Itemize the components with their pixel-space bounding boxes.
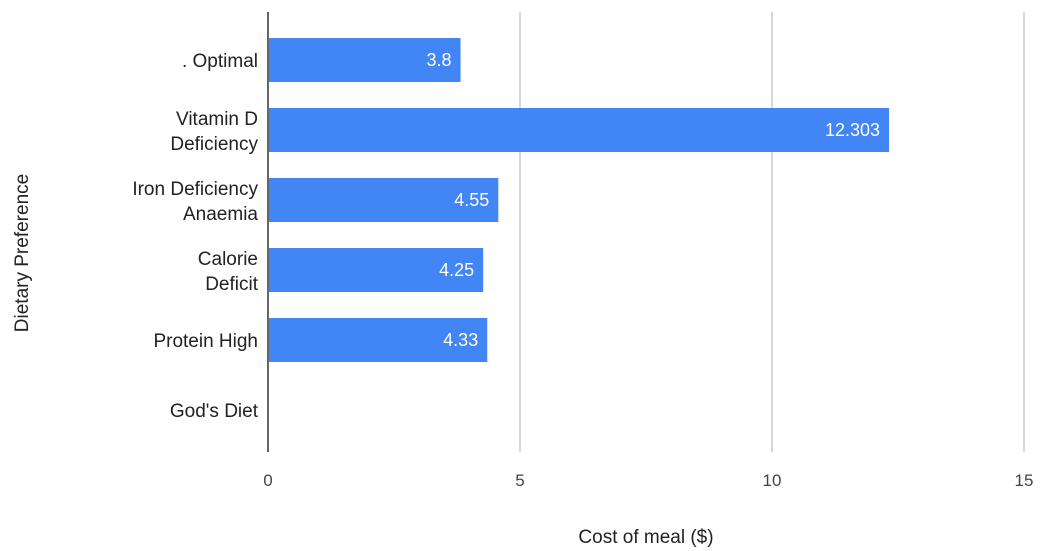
data-labels: 3.8 12.303 4.55 4.25 4.33 <box>426 50 880 350</box>
x-tick-label: 5 <box>515 471 524 490</box>
bar <box>269 318 488 362</box>
category-label: God's Diet <box>170 401 259 422</box>
bar <box>269 38 461 82</box>
x-axis-title: Cost of meal ($) <box>578 527 713 548</box>
data-label: 12.303 <box>825 120 880 140</box>
x-tick-label: 15 <box>1015 471 1034 490</box>
gridlines <box>519 12 1025 452</box>
y-axis-title: Dietary Preference <box>12 174 33 332</box>
category-label: Vitamin D Deficiency <box>170 109 258 155</box>
category-label: Iron Deficiency Anaemia <box>132 179 258 225</box>
data-label: 4.33 <box>443 330 478 350</box>
data-label: 4.55 <box>454 190 489 210</box>
bar <box>269 178 499 222</box>
bar <box>269 248 484 292</box>
data-label: 3.8 <box>426 50 451 70</box>
x-tick-label: 10 <box>763 471 782 490</box>
data-label: 4.25 <box>439 260 474 280</box>
category-labels: . Optimal Vitamin D Deficiency Iron Deficie… <box>132 51 258 422</box>
x-tick-labels: 0 5 10 15 <box>263 471 1033 490</box>
x-tick-label: 0 <box>263 471 272 490</box>
category-label: Calorie Deficit <box>198 249 259 295</box>
category-label: . Optimal <box>182 51 258 72</box>
bar <box>269 108 890 152</box>
category-label: Protein High <box>153 331 258 352</box>
bars <box>269 38 890 362</box>
